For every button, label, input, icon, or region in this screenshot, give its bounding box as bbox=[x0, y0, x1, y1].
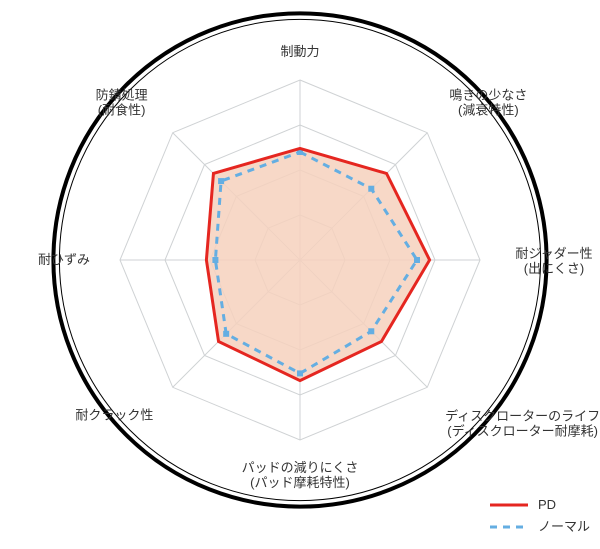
series-marker-normal bbox=[223, 331, 229, 337]
axis-label: 耐クラック性 bbox=[75, 408, 153, 423]
axis-label: パッドの減りにくさ(パッド摩耗特性) bbox=[242, 460, 359, 490]
series-marker-normal bbox=[368, 186, 374, 192]
legend-label-normal: ノーマル bbox=[538, 519, 590, 534]
axis-label: 耐ひずみ bbox=[38, 252, 90, 267]
axis-label: 鳴きの少なさ(減衰特性) bbox=[449, 88, 527, 118]
radar-chart: 制動力鳴きの少なさ(減衰特性) 耐ジャダー性(出にくさ) ディスクローターのライフ(… bbox=[0, 0, 600, 549]
series-marker-normal bbox=[218, 178, 224, 184]
series-marker-normal bbox=[414, 257, 420, 263]
series-marker-normal bbox=[212, 257, 218, 263]
series-marker-normal bbox=[368, 328, 374, 334]
axis-label: 制動力 bbox=[280, 44, 319, 59]
series-marker-normal bbox=[297, 370, 303, 376]
legend-label-PD: PD bbox=[538, 497, 556, 512]
axis-label: 防錆処理(耐食性) bbox=[96, 88, 148, 118]
axis-label: 耐ジャダー性(出にくさ) bbox=[515, 246, 592, 276]
axis-label: ディスクローターのライフ(ディスクローター耐摩耗) bbox=[445, 409, 600, 439]
series-fill-PD bbox=[206, 148, 429, 380]
